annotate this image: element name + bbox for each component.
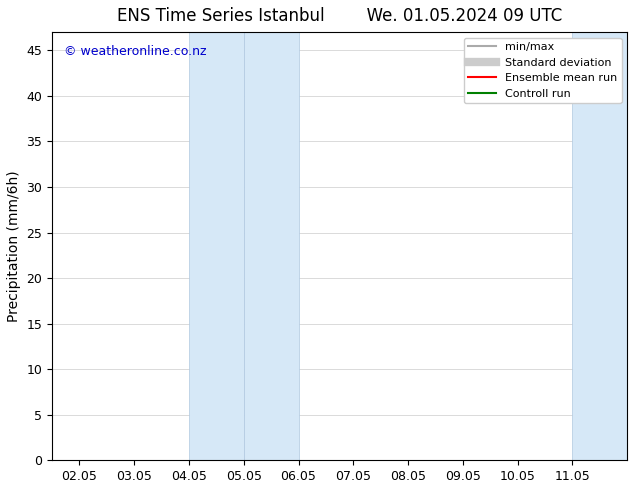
Bar xyxy=(573,32,627,460)
Y-axis label: Precipitation (mm/6h): Precipitation (mm/6h) xyxy=(7,171,21,322)
Title: ENS Time Series Istanbul        We. 01.05.2024 09 UTC: ENS Time Series Istanbul We. 01.05.2024 … xyxy=(117,7,562,25)
Text: © weatheronline.co.nz: © weatheronline.co.nz xyxy=(63,45,206,58)
Bar xyxy=(243,32,299,460)
Bar xyxy=(189,32,243,460)
Legend: min/max, Standard deviation, Ensemble mean run, Controll run: min/max, Standard deviation, Ensemble me… xyxy=(463,38,621,103)
